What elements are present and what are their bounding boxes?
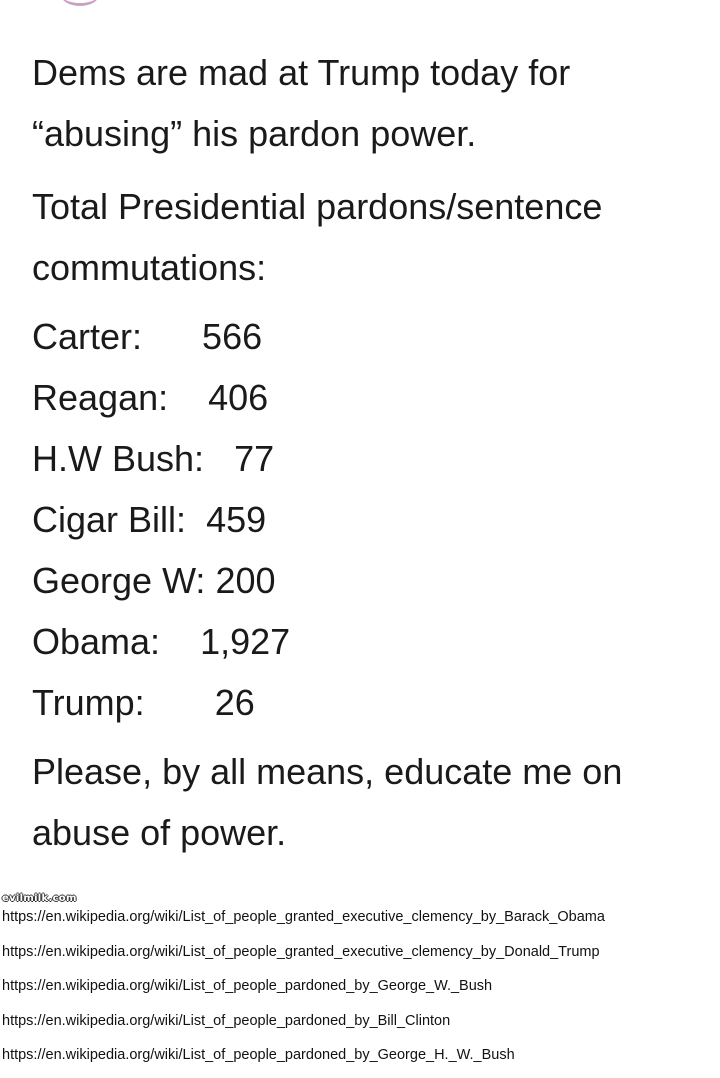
stat-name: H.W Bush: (32, 438, 205, 479)
pardon-stats-list: Carter: 566 Reagan: 406 H.W Bush: 77 Cig… (32, 306, 704, 733)
source-link-trump[interactable]: https://en.wikipedia.org/wiki/List_of_pe… (2, 943, 600, 960)
stat-obama: Obama: 1,927 (32, 611, 704, 672)
stat-name: Reagan: (32, 377, 169, 418)
stat-name: Obama: (32, 621, 161, 662)
stat-value: 26 (214, 682, 255, 723)
post-intro: Dems are mad at Trump today for “abusing… (32, 52, 571, 154)
source-link-george-w-bush[interactable]: https://en.wikipedia.org/wiki/List_of_pe… (2, 978, 493, 994)
watermark: evilmilk.com (2, 893, 77, 904)
stat-value: 566 (202, 316, 263, 357)
stat-hw-bush: H.W Bush: 77 (32, 428, 704, 489)
stat-george-w: George W: 200 (32, 550, 704, 611)
source-links: https://en.wikipedia.org/wiki/List_of_pe… (2, 905, 718, 1078)
stat-name: Trump: (32, 682, 145, 723)
stat-value: 77 (234, 438, 275, 479)
stat-name: George W: (32, 560, 206, 601)
avatar (60, 0, 100, 6)
post-closing: Please, by all means, educate me on abus… (32, 751, 623, 853)
stat-name: Cigar Bill: (32, 499, 187, 540)
post-body: Dems are mad at Trump today for “abusing… (32, 42, 704, 863)
source-link-bill-clinton[interactable]: https://en.wikipedia.org/wiki/List_of_pe… (2, 1012, 451, 1029)
stat-cigar-bill: Cigar Bill: 459 (32, 489, 704, 550)
post-heading: Total Presidential pardons/sentence comm… (32, 186, 603, 288)
source-link-obama[interactable]: https://en.wikipedia.org/wiki/List_of_pe… (2, 909, 605, 925)
stat-value: 1,927 (200, 621, 291, 662)
stat-trump: Trump: 26 (32, 672, 704, 733)
source-link-george-hw-bush[interactable]: https://en.wikipedia.org/wiki/List_of_pe… (2, 1047, 515, 1063)
stat-name: Carter: (32, 316, 143, 357)
stat-carter: Carter: 566 (32, 306, 704, 367)
stat-value: 406 (208, 377, 269, 418)
stat-reagan: Reagan: 406 (32, 367, 704, 428)
stat-value: 200 (215, 560, 276, 601)
stat-value: 459 (206, 499, 267, 540)
